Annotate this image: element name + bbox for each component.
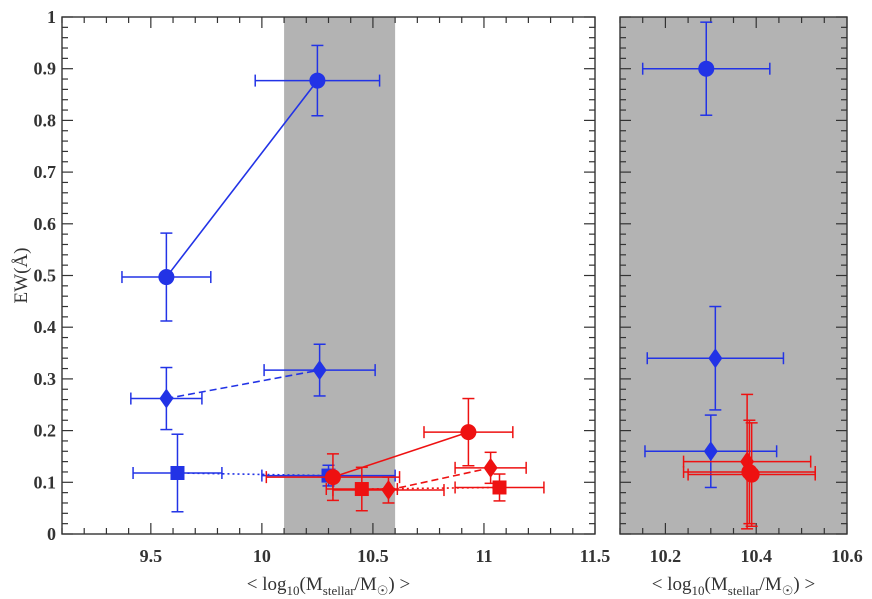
- y-tick-label: 1: [47, 7, 56, 27]
- blue-diamond-point: [708, 348, 723, 369]
- red-circle-point: [324, 469, 341, 486]
- right-panel: 10.2 10.4 10.6 < log10(Mstellar/M☉) >: [619, 16, 863, 598]
- red-circle-point: [460, 424, 477, 441]
- y-tick-label: 0.1: [34, 472, 57, 492]
- blue-diamond-point: [312, 360, 327, 381]
- red-square-point: [354, 482, 369, 497]
- red-diamond-point: [483, 457, 498, 478]
- x-tick-label: 11: [475, 546, 492, 566]
- blue-circle-connector: [165, 80, 319, 278]
- blue-square-point: [170, 465, 185, 480]
- y-tick-label: 0.4: [34, 317, 57, 337]
- blue-circle-point: [158, 269, 175, 286]
- x-tick-label: 9.5: [140, 546, 163, 566]
- y-tick-label: 0.9: [34, 59, 57, 79]
- blue-square-point: [703, 441, 718, 462]
- x-tick-label: 10.4: [740, 546, 772, 566]
- blue-circle-point: [309, 72, 326, 89]
- x-tick-label: 10.2: [650, 546, 682, 566]
- shaded-mass-range: [620, 17, 847, 534]
- x-tick-label: 11.5: [580, 546, 611, 566]
- blue-diamond-connector: [166, 369, 320, 400]
- y-tick-label: 0.5: [34, 266, 57, 286]
- blue-diamond-point: [159, 388, 174, 409]
- y-tick-label: 0.6: [34, 214, 57, 234]
- x-axis-label: < log10(Mstellar/M☉) >: [652, 574, 815, 598]
- x-tick-label: 10: [253, 546, 271, 566]
- red-circle-connector: [332, 431, 469, 478]
- red-diamond-connector: [388, 467, 491, 491]
- y-tick-label: 0.2: [34, 421, 57, 441]
- x-tick-label: 10.5: [357, 546, 389, 566]
- y-axis-label: EW(Å): [11, 248, 32, 304]
- x-axis-label: < log10(Mstellar/M☉) >: [247, 574, 410, 598]
- x-tick-label: 10.6: [831, 546, 863, 566]
- y-tick-label: 0.7: [34, 162, 57, 182]
- blue-circle-point: [698, 60, 715, 77]
- left-panel: 9.5 10 10.5 11 11.5 0 0.1 0.2 0.3 0.4 0.5 0.6 0.7 0.8…: [11, 7, 610, 598]
- shaded-mass-range: [284, 17, 396, 534]
- y-tick-label: 0: [47, 524, 56, 544]
- red-diamond-point: [381, 480, 396, 501]
- red-square-point: [741, 463, 758, 480]
- y-tick-label: 0.8: [34, 110, 57, 130]
- red-square-point: [492, 480, 507, 495]
- y-tick-label: 0.3: [34, 369, 57, 389]
